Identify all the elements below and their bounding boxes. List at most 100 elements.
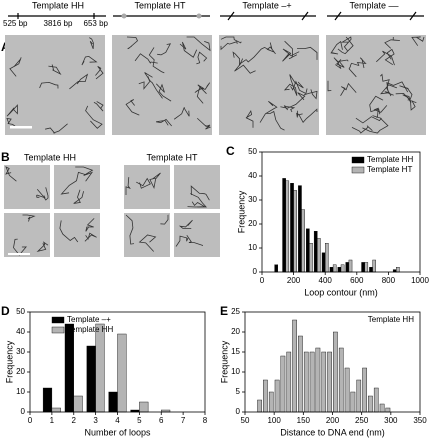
micrograph	[174, 213, 220, 257]
dna-strand	[330, 40, 343, 55]
x-tick-label: 3	[93, 416, 98, 425]
y-tick-label: 10	[16, 387, 25, 396]
dna-strand	[73, 189, 84, 204]
dna-strand	[39, 81, 59, 89]
y-tick-label: 40	[248, 171, 257, 180]
y-tick-label: 0	[21, 407, 26, 416]
dna-strand	[81, 55, 98, 66]
dna-strand	[351, 124, 373, 134]
bar	[139, 401, 149, 413]
dna-strand	[289, 74, 304, 89]
legend-label: Template HH	[67, 325, 113, 334]
dna-strand	[126, 36, 138, 50]
dna-strand	[6, 104, 18, 117]
dna-strand	[69, 73, 89, 90]
dna-strand	[333, 57, 342, 69]
bar	[282, 178, 286, 273]
x-axis-label: Number of loops	[84, 427, 151, 437]
dna-strand	[411, 36, 425, 46]
bar	[325, 242, 329, 273]
x-tick-label: 4	[115, 416, 120, 425]
bar	[327, 351, 332, 413]
dna-strand	[373, 105, 388, 119]
dna-strand	[384, 36, 400, 49]
dna-strand	[194, 84, 207, 94]
bar	[257, 399, 262, 413]
dna-strand	[369, 95, 384, 115]
dna-strand	[380, 73, 392, 97]
bar	[350, 391, 356, 413]
legend-label: Template HT	[367, 165, 412, 174]
segment-label: 3816 bp	[44, 19, 73, 28]
bar	[396, 267, 400, 273]
panel-label: D	[1, 304, 10, 318]
dna-strand	[187, 201, 206, 208]
y-tick-label: 0	[253, 267, 258, 276]
x-tick-label: 400	[319, 276, 333, 285]
dna-strand	[179, 41, 198, 58]
x-axis-label: Distance to DNA end (nm)	[280, 427, 385, 437]
bar	[73, 395, 83, 413]
micrograph	[124, 165, 170, 209]
dna-strand	[22, 214, 36, 222]
y-tick-label: 30	[16, 347, 25, 356]
dna-strand	[138, 234, 157, 252]
dna-strand	[303, 89, 318, 100]
legend-swatch	[51, 326, 65, 334]
dna-strand	[348, 62, 360, 78]
template-title: Template HH	[24, 152, 76, 162]
bar	[309, 242, 313, 273]
dna-strand	[220, 41, 238, 51]
bar	[108, 391, 118, 413]
template-title: Template HH	[32, 0, 84, 10]
dna-strand	[259, 100, 278, 123]
dna-strand	[280, 92, 306, 109]
bar	[290, 182, 294, 273]
dna-strand	[36, 241, 49, 253]
dna-strand	[173, 107, 190, 120]
bar	[372, 259, 376, 273]
panel-label: C	[226, 144, 235, 158]
dna-strand	[245, 109, 254, 128]
bar	[51, 407, 61, 413]
y-tick-label: 50	[248, 147, 257, 156]
bar	[368, 395, 373, 413]
bar	[329, 267, 334, 273]
dna-strand	[160, 214, 169, 225]
dna-strand	[95, 66, 104, 80]
bar	[313, 230, 318, 273]
dna-strand	[297, 46, 318, 60]
dna-strand	[340, 82, 357, 96]
bar	[379, 403, 385, 413]
x-tick-label: 7	[181, 416, 186, 425]
dna-strand	[6, 118, 17, 128]
dna-strand	[386, 81, 409, 93]
dna-strand	[395, 93, 416, 111]
bar	[301, 209, 305, 273]
annotation: Template HH	[368, 315, 414, 324]
y-axis-label: Frequency	[236, 190, 246, 233]
bar	[280, 355, 286, 413]
dna-strand	[362, 117, 389, 134]
bar	[64, 323, 74, 413]
y-tick-label: 5	[236, 387, 241, 396]
dna-strand	[376, 50, 395, 66]
legend-label: Template –+	[67, 315, 111, 324]
dna-strand	[156, 83, 172, 102]
dna-strand	[134, 53, 158, 64]
dna-strand	[356, 57, 367, 69]
bar	[361, 262, 365, 273]
x-tick-label: 200	[326, 416, 340, 425]
dna-strand	[296, 110, 303, 118]
dna-strand	[220, 36, 242, 44]
bar	[338, 347, 344, 413]
dna-strand	[13, 238, 27, 256]
bar	[86, 345, 96, 413]
x-tick-label: 5	[137, 416, 142, 425]
dna-strand	[399, 85, 413, 101]
bar	[356, 379, 362, 413]
dna-strand	[190, 185, 210, 201]
dna-strand	[196, 51, 208, 65]
template-title: Template –+	[242, 0, 291, 10]
